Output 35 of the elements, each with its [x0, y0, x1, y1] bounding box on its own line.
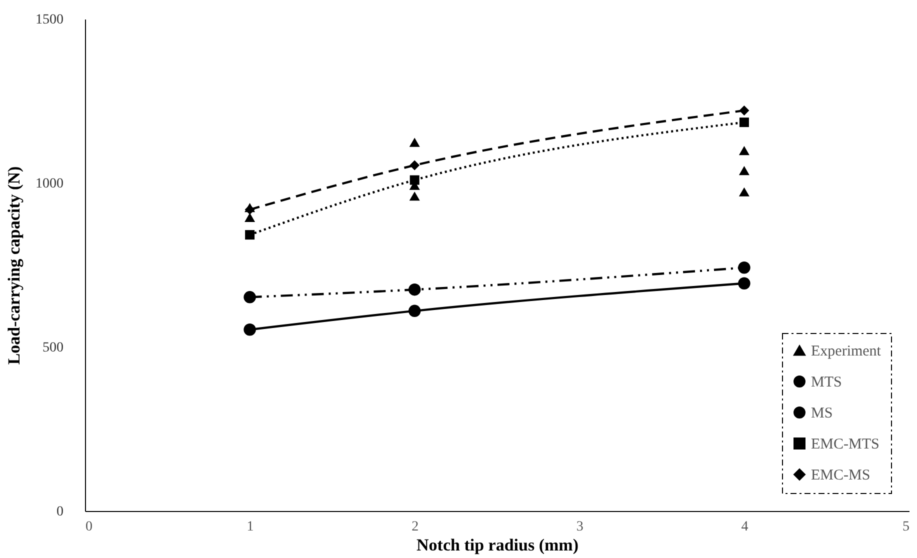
point: [739, 106, 750, 116]
point: [410, 160, 420, 170]
x-tick-label: 3: [576, 520, 584, 534]
y-tick-label: 500: [42, 340, 64, 356]
point: [408, 283, 421, 296]
point: [738, 187, 750, 196]
legend-label: MTS: [811, 374, 842, 390]
legend-label: MS: [811, 406, 833, 422]
point: [409, 192, 420, 201]
y-tick-label: 1500: [36, 12, 64, 28]
point: [244, 291, 256, 304]
legend-label: Experiment: [811, 344, 882, 360]
x-tick-label: 1: [246, 520, 254, 534]
legend-label: EMC-MS: [811, 468, 870, 484]
x-tick-label: 4: [741, 520, 748, 534]
point: [245, 230, 255, 240]
point: [244, 212, 256, 222]
point: [738, 277, 750, 290]
x-tick-label: 5: [902, 520, 910, 534]
y-tick-label: 1000: [36, 176, 64, 192]
point: [739, 118, 749, 128]
point: [408, 304, 421, 318]
y-axis-title: Load-carrying capacity (N): [4, 166, 24, 365]
point: [738, 146, 750, 156]
x-tick-label: 2: [412, 520, 419, 534]
legend-label: EMC-MTS: [811, 436, 880, 452]
point: [244, 204, 255, 215]
x-tick-label: 0: [86, 520, 92, 534]
y-tick-label: 0: [56, 504, 64, 520]
point: [244, 324, 256, 336]
point: [738, 262, 750, 274]
point: [738, 166, 750, 176]
point: [409, 138, 420, 147]
point: [410, 175, 420, 185]
x-axis-title: Notch tip radius (mm): [416, 536, 578, 554]
